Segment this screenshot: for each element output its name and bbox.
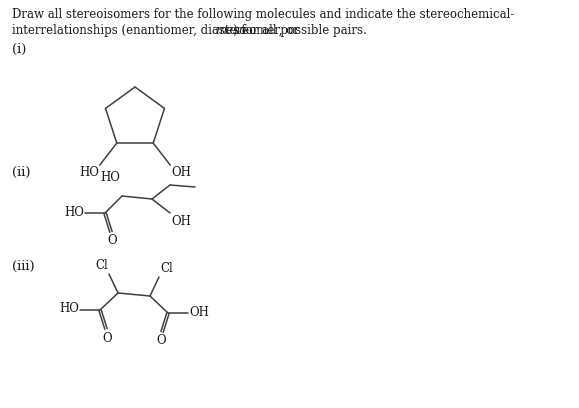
- Text: Draw all stereoisomers for the following molecules and indicate the stereochemic: Draw all stereoisomers for the following…: [12, 8, 514, 21]
- Text: (i): (i): [12, 43, 27, 56]
- Text: Cl: Cl: [96, 259, 108, 272]
- Text: OH: OH: [171, 215, 191, 228]
- Text: ) for all possible pairs.: ) for all possible pairs.: [233, 24, 367, 37]
- Text: OH: OH: [171, 166, 191, 179]
- Text: HO: HO: [100, 171, 120, 184]
- Text: O: O: [102, 331, 112, 344]
- Text: HO: HO: [79, 166, 99, 179]
- Text: O: O: [107, 235, 117, 248]
- Text: OH: OH: [189, 306, 209, 319]
- Text: Cl: Cl: [160, 262, 173, 275]
- Text: (iii): (iii): [12, 260, 35, 273]
- Text: HO: HO: [59, 302, 79, 315]
- Text: (ii): (ii): [12, 166, 31, 179]
- Text: meso: meso: [215, 24, 247, 37]
- Text: HO: HO: [64, 206, 84, 219]
- Text: O: O: [156, 335, 166, 348]
- Text: interrelationships (enantiomer, diastereomer, or: interrelationships (enantiomer, diastere…: [12, 24, 303, 37]
